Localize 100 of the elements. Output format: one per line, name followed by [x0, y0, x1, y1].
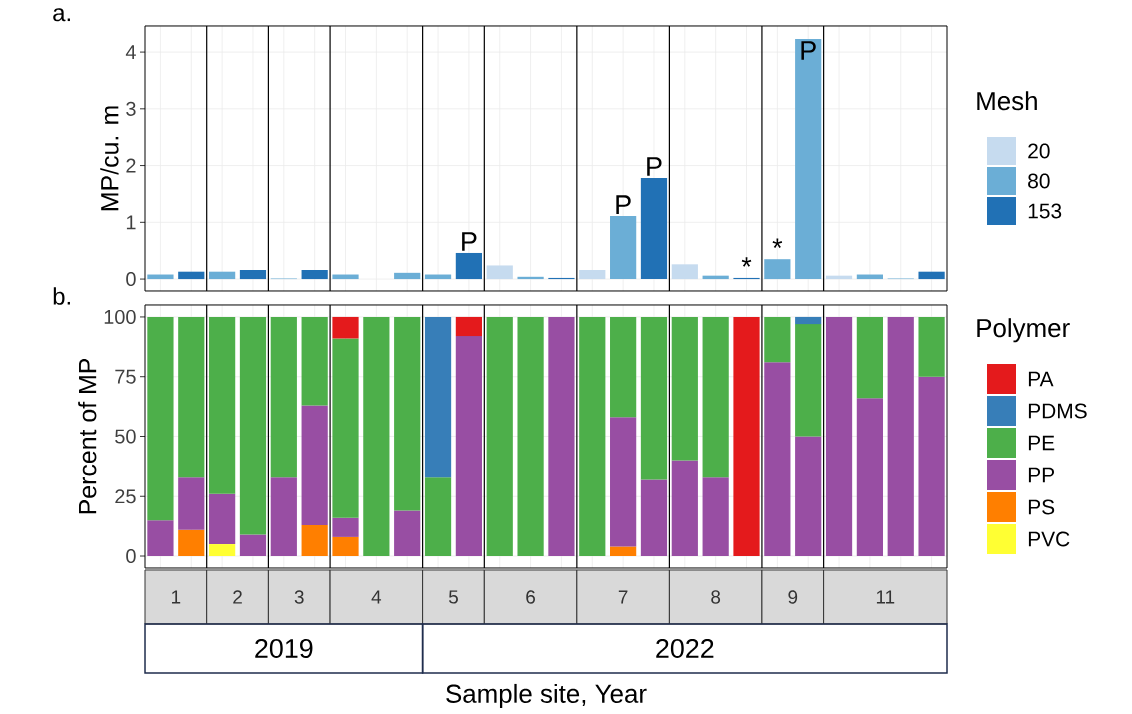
bar — [579, 269, 606, 280]
bar — [640, 316, 668, 480]
y-axis-title: Percent of MP — [78, 358, 97, 514]
bar — [764, 362, 791, 557]
bar — [332, 517, 359, 537]
text: b. — [53, 287, 70, 305]
x-axis-title: Sample site, Year — [446, 683, 647, 709]
legend-label: PE — [1028, 435, 1055, 451]
bar — [301, 405, 328, 525]
bar — [517, 316, 544, 557]
y-tick-label: 2 — [126, 158, 136, 173]
text: 6 — [526, 590, 536, 604]
bar — [424, 477, 452, 557]
bar — [918, 271, 945, 280]
y-tick-label: 3 — [126, 101, 136, 116]
legend-label: PA — [1028, 371, 1054, 387]
y-tick-label: 4 — [125, 45, 136, 59]
bar — [610, 216, 637, 280]
y-tick-label: 25 — [115, 489, 136, 504]
bar — [702, 316, 729, 478]
bar — [733, 316, 760, 557]
legend-label: PDMS — [1028, 403, 1087, 419]
bar — [332, 274, 359, 280]
bar — [332, 338, 359, 518]
bar — [764, 259, 791, 280]
y-tick-label: 0 — [126, 548, 136, 564]
text: 1 — [172, 590, 181, 604]
legend-title: Mesh — [977, 91, 1037, 111]
bar — [795, 39, 822, 280]
bar — [856, 398, 884, 557]
text: 7 — [618, 590, 628, 604]
legend-label: PVC — [1028, 531, 1070, 547]
text: 3 — [294, 590, 304, 604]
bar — [147, 316, 174, 521]
bar — [825, 316, 853, 557]
bar — [301, 269, 328, 280]
y-tick-label: 75 — [115, 369, 136, 384]
bar — [209, 493, 236, 545]
bar — [178, 316, 205, 478]
bar — [548, 316, 575, 557]
bar — [455, 336, 482, 557]
bar — [856, 316, 884, 399]
bar — [239, 269, 267, 280]
data-label: P — [616, 195, 631, 214]
y-tick-label: 50 — [115, 429, 136, 444]
bar — [918, 376, 945, 557]
bar — [486, 316, 513, 557]
text: 2 — [233, 590, 242, 604]
legend-label: 80 — [1028, 173, 1050, 189]
bar — [640, 479, 668, 557]
bar — [301, 524, 328, 557]
y-axis-title: MP/cu. m — [100, 106, 119, 211]
bar — [610, 417, 637, 547]
text: 2022 — [656, 638, 714, 659]
bar — [795, 436, 822, 557]
legend-title: Polymer — [977, 318, 1070, 343]
bar — [332, 316, 359, 339]
bar — [394, 316, 421, 511]
bar — [918, 316, 945, 377]
bar — [178, 271, 205, 280]
bar — [887, 316, 914, 557]
bar — [178, 529, 205, 557]
bar — [702, 477, 729, 557]
bar — [640, 178, 668, 280]
bar — [270, 477, 297, 557]
bar — [795, 324, 822, 437]
bar — [610, 546, 637, 557]
y-tick-label: 1 — [126, 215, 136, 230]
bar — [424, 316, 452, 478]
y-tick-label: 0 — [126, 272, 136, 287]
data-label: * — [741, 257, 752, 267]
text: 4 — [371, 590, 382, 604]
y-tick-label: 100 — [104, 309, 136, 324]
bar — [795, 316, 822, 325]
legend-label: 153 — [1028, 203, 1062, 219]
data-label: P — [801, 41, 816, 60]
bar — [301, 316, 328, 406]
bar — [455, 252, 483, 280]
text: 8 — [711, 590, 721, 604]
text: a. — [53, 8, 70, 22]
text: 9 — [788, 590, 798, 604]
bar — [455, 316, 482, 337]
bar — [209, 271, 236, 280]
bar — [209, 316, 236, 494]
legend-label: PS — [1028, 499, 1055, 515]
legend-label: 20 — [1028, 143, 1050, 159]
text: 2019 — [255, 638, 313, 659]
bar — [239, 534, 267, 557]
bar — [671, 460, 698, 557]
bar — [671, 264, 698, 280]
bar — [486, 265, 513, 280]
bar — [363, 316, 390, 557]
text: 11 — [876, 590, 895, 604]
bar — [517, 276, 544, 280]
legend-label: PP — [1028, 467, 1054, 483]
bar — [270, 316, 297, 478]
bar — [394, 510, 421, 557]
data-label: P — [647, 157, 662, 176]
bar — [209, 544, 236, 557]
data-label: * — [772, 238, 783, 248]
